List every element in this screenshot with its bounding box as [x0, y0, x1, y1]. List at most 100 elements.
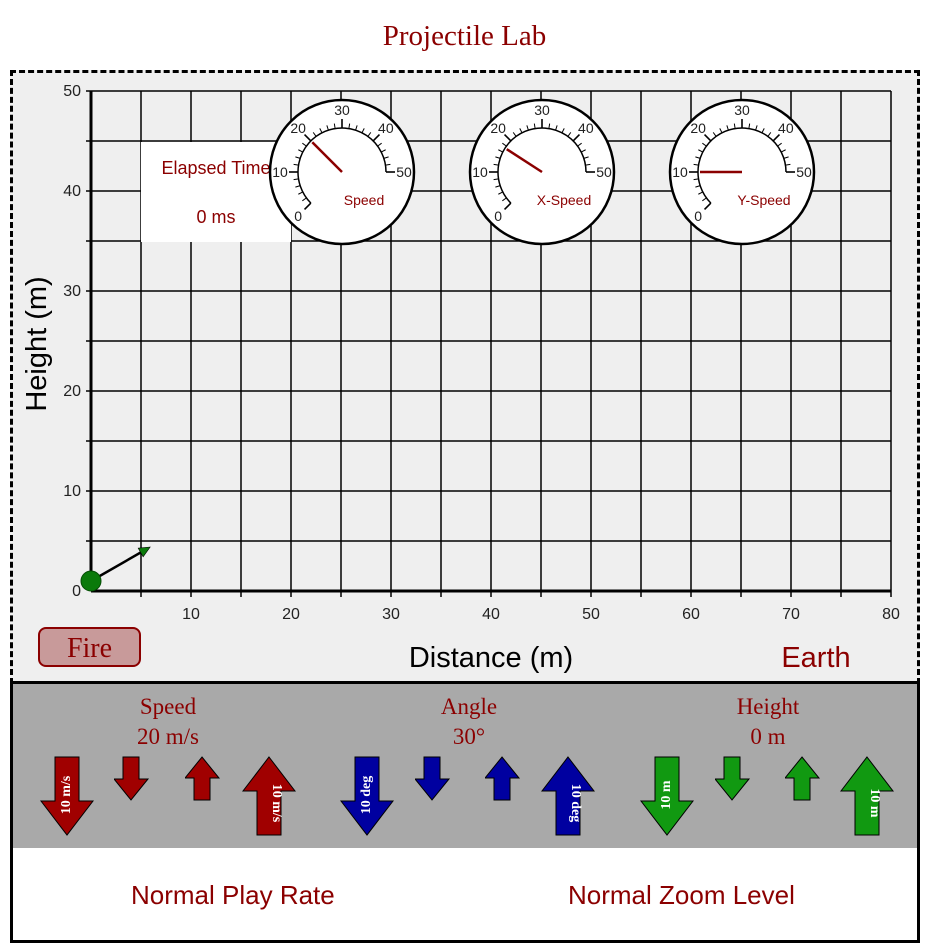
- gauge-tick: [755, 125, 758, 131]
- gauge-tick: [512, 132, 517, 137]
- launcher[interactable]: [80, 546, 151, 592]
- gauge-tick: [698, 149, 704, 153]
- gauge-tick: [348, 123, 351, 129]
- gauge-x-speed: 0 10 20 30 40 50 X-Speed: [468, 98, 616, 246]
- height-decrease-big-button[interactable]: 10 m: [639, 755, 695, 837]
- gauge-tick-label: 30: [734, 102, 750, 118]
- gauge-tick: [785, 163, 791, 166]
- gauge-tick: [367, 132, 372, 137]
- gauges: 0 10 20 30 40 50 Speed 0 10 20 30 40 50 X-Speed 0 10 20 3…: [268, 98, 816, 246]
- gauge-tick: [761, 128, 765, 134]
- gauge-tick: [703, 133, 712, 142]
- gauge-scale-arc: [297, 127, 387, 204]
- gauge-tick: [302, 142, 307, 147]
- up-arrow-icon: [185, 756, 221, 801]
- gauge-tick: [385, 163, 391, 166]
- speed-decrease-small-button[interactable]: [114, 755, 150, 803]
- angle-increase-big-button[interactable]: 10 deg: [540, 755, 596, 837]
- gauge-tick: [326, 125, 329, 131]
- gauge-tick: [555, 125, 558, 131]
- gauge-tick: [777, 142, 782, 147]
- down-arrow-icon: [415, 756, 451, 801]
- speed-increase-small-button[interactable]: [185, 755, 221, 803]
- planet-label: Earth: [781, 642, 850, 674]
- gauge-tick: [498, 149, 504, 153]
- gauge-tick: [293, 163, 299, 166]
- speed-big-step-label: 10 m/s: [269, 784, 284, 823]
- height-big-step-label: 10 m: [867, 788, 882, 818]
- gauge-tick-label: 10: [272, 164, 288, 180]
- speed-increase-big-button[interactable]: 10 m/s: [241, 755, 297, 837]
- y-tick-label: 50: [63, 83, 81, 100]
- up-arrow-icon: [785, 756, 821, 801]
- plot-area[interactable]: 10 20 30 40 50 60 70 80 0 10 20 30 40 50 Distance (m…: [13, 73, 917, 681]
- angle-decrease-big-button[interactable]: 10 deg: [339, 755, 395, 837]
- gauge-tick: [333, 123, 336, 129]
- x-tick-label: 50: [582, 606, 600, 623]
- gauge-tick-label: 30: [534, 102, 550, 118]
- speed-decrease-big-button[interactable]: 10 m/s: [39, 755, 95, 837]
- x-tick-labels: 10 20 30 40 50 60 70 80: [182, 606, 900, 623]
- gauge-tick: [380, 149, 386, 153]
- angle-control: Angle 30°: [319, 684, 619, 848]
- y-tick-label: 30: [63, 283, 81, 300]
- gauge-tick: [503, 133, 512, 142]
- control-panel: Speed 20 m/s Angle 30° Height 0 m 10 m/s…: [10, 681, 920, 943]
- gauge-tick-label: 10: [672, 164, 688, 180]
- gauge-label: Speed: [344, 192, 384, 208]
- gauge-tick: [748, 123, 751, 129]
- up-arrow-icon: [839, 756, 895, 836]
- speed-value: 20 m/s: [137, 724, 199, 749]
- gauge-tick: [733, 123, 736, 129]
- gauge-tick: [377, 142, 382, 147]
- gauge-tick-label: 50: [596, 164, 612, 180]
- gauge-label: X-Speed: [537, 192, 591, 208]
- gauge-tick-label: 30: [334, 102, 350, 118]
- gauge-tick: [698, 191, 704, 195]
- gauge-scale-arc: [697, 127, 787, 204]
- y-axis-label: Height (m): [21, 276, 53, 411]
- gauge-tick: [498, 191, 504, 195]
- speed-control: Speed 20 m/s: [18, 684, 318, 848]
- projectile-canvas[interactable]: 10 20 30 40 50 60 70 80 0 10 20 30 40 50 Distance (m…: [10, 70, 920, 684]
- y-tick-label: 40: [63, 183, 81, 200]
- y-tick-labels: 0 10 20 30 40 50: [63, 83, 81, 600]
- angle-decrease-small-button[interactable]: [415, 755, 451, 803]
- fire-button[interactable]: Fire: [38, 627, 141, 667]
- gauge-tick-label: 40: [578, 120, 594, 136]
- gauge-tick: [295, 185, 301, 188]
- angle-big-step-label: 10 deg: [568, 784, 583, 823]
- down-arrow-icon: [715, 756, 751, 801]
- height-decrease-small-button[interactable]: [715, 755, 751, 803]
- gauge-tick: [580, 149, 586, 153]
- height-control: Height 0 m: [618, 684, 918, 848]
- height-increase-big-button[interactable]: 10 m: [839, 755, 895, 837]
- x-tick-label: 30: [382, 606, 400, 623]
- zoom-level-button[interactable]: Normal Zoom Level: [568, 880, 795, 910]
- parameter-controls: Speed 20 m/s Angle 30° Height 0 m 10 m/s…: [13, 684, 917, 848]
- elapsed-time-label: Elapsed Time: [161, 158, 270, 178]
- gauge-tick-label: 50: [396, 164, 412, 180]
- x-tick-label: 10: [182, 606, 200, 623]
- gauge-tick: [361, 128, 365, 134]
- gauge-tick: [502, 142, 507, 147]
- gauge-tick-label: 20: [490, 120, 506, 136]
- y-tick-label: 0: [72, 583, 81, 600]
- up-arrow-icon: [540, 756, 596, 836]
- gauge-tick: [503, 202, 512, 211]
- projectile-ball[interactable]: [80, 570, 102, 592]
- x-tick-label: 40: [482, 606, 500, 623]
- angle-big-step-label: 10 deg: [359, 776, 374, 815]
- elapsed-time-box: Elapsed Time 0 ms: [141, 142, 291, 242]
- gauge-tick: [302, 197, 307, 202]
- play-rate-button[interactable]: Normal Play Rate: [131, 880, 335, 910]
- down-arrow-icon: [114, 756, 150, 801]
- gauge-tick: [383, 156, 389, 159]
- gauge-tick: [526, 125, 529, 131]
- height-increase-small-button[interactable]: [785, 755, 821, 803]
- gauge-tick: [303, 133, 312, 142]
- gauge-tick: [533, 123, 536, 129]
- gauge-tick: [312, 132, 317, 137]
- angle-increase-small-button[interactable]: [485, 755, 521, 803]
- launch-arrow-head: [137, 546, 151, 558]
